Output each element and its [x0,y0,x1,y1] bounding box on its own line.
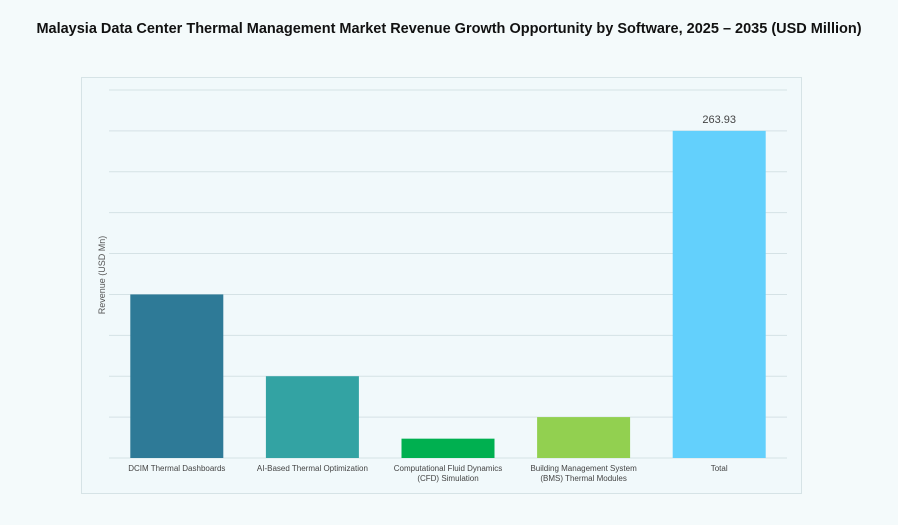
data-label: 263.93 [702,114,736,126]
x-tick-label: (BMS) Thermal Modules [540,474,627,483]
x-tick-label: (CFD) Simulation [417,474,478,483]
x-tick-label: DCIM Thermal Dashboards [128,464,225,473]
bar [537,417,631,458]
bar [130,294,224,458]
bar [672,130,766,458]
bar [401,438,495,458]
chart-title: Malaysia Data Center Thermal Management … [36,21,862,37]
x-tick-label: Total [711,464,728,473]
x-tick-label: Building Management System [530,464,637,473]
y-axis-label: Revenue (USD Mn) [97,236,107,315]
bar [265,376,359,458]
x-tick-label: Computational Fluid Dynamics [394,464,503,473]
x-tick-label: AI-Based Thermal Optimization [257,464,368,473]
